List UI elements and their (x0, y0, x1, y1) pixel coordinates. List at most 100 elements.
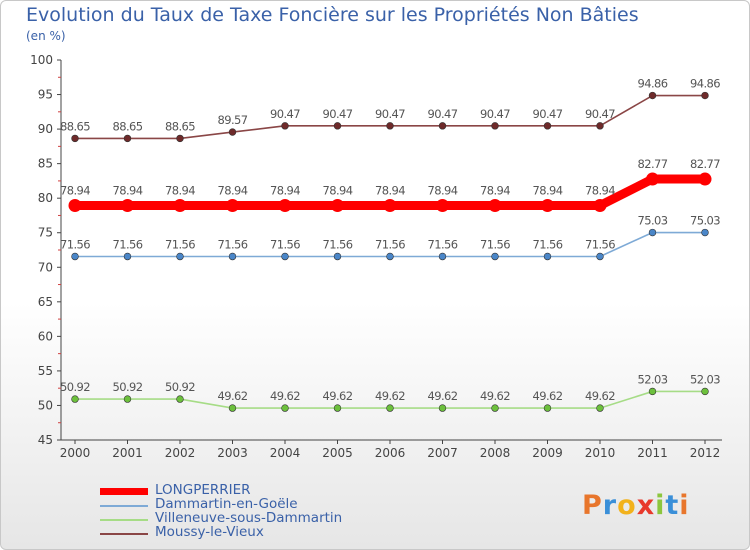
y-tick-label: 100 (30, 53, 53, 67)
data-label-dammartin-en-go-le: 71.56 (270, 237, 300, 251)
data-label-longperrier: 78.94 (480, 184, 510, 198)
data-point-moussy-le-vieux (71, 134, 79, 143)
data-label-moussy-le-vieux: 90.47 (428, 107, 458, 121)
legend-swatch (100, 505, 148, 507)
data-point-longperrier (121, 199, 134, 213)
data-point-longperrier (436, 199, 449, 213)
legend-label: LONGPERRIER (155, 482, 251, 498)
data-label-dammartin-en-go-le: 71.56 (165, 237, 195, 251)
data-point-moussy-le-vieux (491, 122, 499, 130)
data-label-villeneuve-sous-dammartin: 49.62 (270, 389, 300, 403)
x-tick-label: 2005 (322, 446, 353, 460)
y-tick-label: 65 (38, 295, 53, 309)
proxiti-logo: Proxiti (582, 490, 690, 521)
legend-swatch (100, 488, 148, 495)
data-point-dammartin-en-go-le (438, 252, 447, 261)
data-point-dammartin-en-go-le (281, 252, 289, 261)
data-point-dammartin-en-go-le (543, 252, 552, 261)
data-point-longperrier (331, 199, 344, 213)
data-label-dammartin-en-go-le: 71.56 (323, 237, 353, 251)
data-point-moussy-le-vieux (228, 128, 237, 136)
data-point-dammartin-en-go-le (596, 252, 604, 261)
data-point-villeneuve-sous-dammartin (228, 404, 237, 412)
y-tick-label: 45 (38, 433, 53, 447)
data-point-longperrier (173, 199, 187, 213)
data-label-longperrier: 78.94 (113, 184, 143, 198)
data-label-longperrier: 78.94 (375, 184, 405, 198)
data-point-moussy-le-vieux (648, 91, 657, 100)
data-label-moussy-le-vieux: 88.65 (60, 119, 90, 133)
x-tick-label: 2011 (637, 446, 668, 460)
x-tick-label: 2000 (60, 446, 91, 460)
data-label-longperrier: 78.94 (585, 184, 615, 198)
data-point-longperrier (383, 199, 397, 213)
data-label-villeneuve-sous-dammartin: 52.03 (638, 372, 668, 386)
data-label-longperrier: 78.94 (323, 184, 353, 198)
legend-label: Moussy-le-Vieux (155, 524, 264, 540)
logo-letter: t (665, 490, 680, 521)
data-label-longperrier: 78.94 (270, 184, 300, 198)
x-tick-label: 2001 (112, 446, 143, 460)
x-tick-label: 2002 (165, 446, 196, 460)
data-label-longperrier: 82.77 (690, 157, 720, 171)
data-label-villeneuve-sous-dammartin: 49.62 (428, 389, 458, 403)
data-point-dammartin-en-go-le (701, 228, 709, 237)
data-point-villeneuve-sous-dammartin (648, 387, 657, 396)
data-label-moussy-le-vieux: 89.57 (218, 113, 248, 127)
data-label-longperrier: 78.94 (428, 184, 458, 198)
logo-letter: P (582, 490, 603, 521)
x-tick-label: 2006 (375, 446, 406, 460)
data-point-longperrier (488, 199, 502, 213)
data-point-villeneuve-sous-dammartin (176, 395, 184, 403)
data-label-moussy-le-vieux: 88.65 (165, 119, 195, 133)
data-point-dammartin-en-go-le (228, 252, 237, 261)
data-label-longperrier: 78.94 (165, 184, 195, 198)
data-point-moussy-le-vieux (701, 91, 709, 100)
y-tick-label: 50 (38, 398, 53, 412)
data-point-moussy-le-vieux (386, 122, 394, 130)
y-tick-label: 75 (38, 226, 53, 240)
y-tick-label: 70 (38, 260, 53, 274)
data-label-moussy-le-vieux: 90.47 (480, 107, 510, 121)
data-label-moussy-le-vieux: 90.47 (585, 107, 615, 121)
data-label-villeneuve-sous-dammartin: 49.62 (480, 389, 510, 403)
legend-swatch (100, 519, 148, 521)
data-point-longperrier (226, 199, 239, 213)
logo-letter: i (655, 490, 666, 521)
data-label-dammartin-en-go-le: 71.56 (60, 237, 90, 251)
data-point-villeneuve-sous-dammartin (438, 404, 447, 412)
y-tick-label: 80 (38, 191, 53, 205)
x-tick-label: 2004 (270, 446, 301, 460)
legend-label: Dammartin-en-Goële (155, 496, 298, 512)
y-tick-label: 55 (38, 364, 53, 378)
data-label-villeneuve-sous-dammartin: 50.92 (60, 380, 90, 394)
data-point-dammartin-en-go-le (176, 252, 184, 261)
data-label-dammartin-en-go-le: 75.03 (690, 214, 720, 228)
data-point-moussy-le-vieux (543, 122, 552, 130)
y-tick-label: 95 (38, 88, 53, 102)
data-point-moussy-le-vieux (176, 134, 184, 143)
data-label-dammartin-en-go-le: 71.56 (428, 237, 458, 251)
data-label-dammartin-en-go-le: 71.56 (585, 237, 615, 251)
data-point-dammartin-en-go-le (386, 252, 394, 261)
data-label-villeneuve-sous-dammartin: 52.03 (690, 372, 720, 386)
data-point-villeneuve-sous-dammartin (386, 404, 394, 412)
data-point-villeneuve-sous-dammartin (701, 387, 709, 396)
x-tick-label: 2012 (690, 446, 721, 460)
data-label-moussy-le-vieux: 94.86 (638, 77, 668, 91)
data-point-villeneuve-sous-dammartin (491, 404, 499, 412)
legend-label: Villeneuve-sous-Dammartin (155, 510, 343, 526)
data-point-dammartin-en-go-le (333, 252, 342, 261)
data-point-villeneuve-sous-dammartin (596, 404, 604, 412)
data-label-dammartin-en-go-le: 71.56 (113, 237, 143, 251)
data-point-moussy-le-vieux (123, 134, 132, 143)
data-point-longperrier (541, 199, 554, 213)
data-label-villeneuve-sous-dammartin: 49.62 (533, 389, 563, 403)
data-label-villeneuve-sous-dammartin: 49.62 (375, 389, 405, 403)
y-tick-label: 90 (38, 122, 53, 136)
data-label-dammartin-en-go-le: 71.56 (533, 237, 563, 251)
y-tick-label: 60 (38, 329, 53, 343)
data-label-longperrier: 78.94 (60, 184, 90, 198)
data-label-villeneuve-sous-dammartin: 50.92 (165, 380, 195, 394)
